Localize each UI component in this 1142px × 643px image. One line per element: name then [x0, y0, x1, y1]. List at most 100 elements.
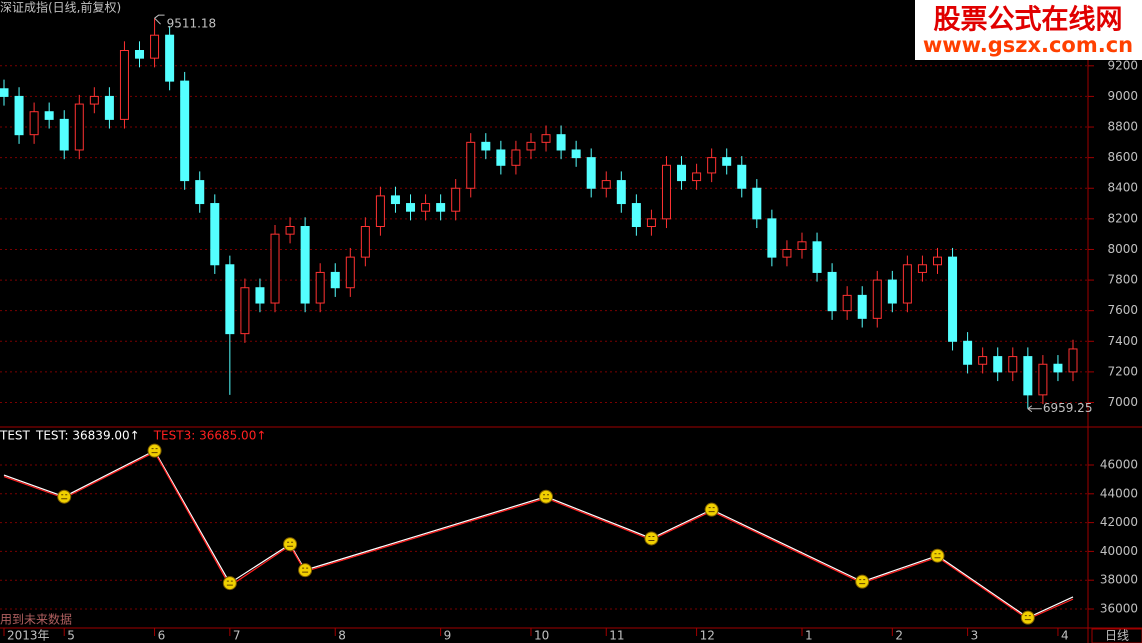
- candle-body: [978, 356, 988, 365]
- marker: [298, 563, 313, 578]
- candle-body: [496, 149, 506, 166]
- candle-body: [44, 111, 54, 120]
- x-tick-label: 2013年: [7, 629, 50, 643]
- candle-body: [571, 149, 581, 159]
- candle-body: [1023, 356, 1033, 396]
- marker-face: [859, 579, 866, 585]
- candle-body: [752, 187, 762, 220]
- y-tick-label: 38000: [1100, 573, 1138, 587]
- candle-body: [902, 264, 912, 304]
- candle-body: [993, 356, 1003, 373]
- marker: [539, 489, 554, 504]
- marker-face: [934, 553, 941, 559]
- x-tick-label: 9: [444, 629, 452, 643]
- candle-body: [315, 271, 325, 304]
- candle-body: [210, 203, 220, 266]
- candle-body: [451, 187, 461, 212]
- y-tick-label: 46000: [1100, 458, 1138, 472]
- marker: [930, 548, 945, 563]
- candle-body: [737, 164, 747, 189]
- candle-body: [767, 218, 777, 258]
- candle-body: [1053, 363, 1063, 373]
- period-label: 日线: [1105, 629, 1129, 643]
- period-box: [1091, 628, 1142, 643]
- y-tick-label: 36000: [1100, 601, 1138, 615]
- candle-body: [390, 195, 400, 205]
- candle-body: [782, 248, 792, 258]
- candle-body: [74, 103, 84, 151]
- y-tick-label: 9000: [1107, 89, 1138, 103]
- candle-body: [677, 164, 687, 182]
- candle-body: [661, 164, 671, 220]
- legend-readout: TEST3: 36685.00↑: [153, 429, 267, 443]
- marker: [1020, 610, 1035, 625]
- x-tick-label: 10: [534, 629, 549, 643]
- marker-face: [287, 541, 294, 547]
- candle-body: [180, 80, 190, 182]
- candle-body: [300, 226, 310, 304]
- candle-body: [14, 95, 24, 136]
- marker: [644, 531, 659, 546]
- candle-body: [872, 279, 882, 319]
- candle-body: [421, 203, 431, 212]
- candle-body: [526, 141, 536, 151]
- candle-body: [1038, 363, 1048, 396]
- min-pointer: [1027, 405, 1042, 413]
- candle-body: [511, 149, 521, 166]
- marker: [283, 537, 298, 552]
- candle-body: [586, 157, 596, 189]
- max-pointer: [154, 14, 165, 25]
- y-tick-label: 8400: [1107, 181, 1138, 195]
- x-tick-label: 1: [805, 629, 813, 643]
- y-tick-label: 44000: [1100, 486, 1138, 500]
- marker-face: [648, 535, 655, 541]
- marker: [222, 576, 237, 591]
- watermark-title: 股票公式在线网: [934, 5, 1123, 36]
- candle-body: [857, 294, 867, 319]
- y-tick-label: 8000: [1107, 242, 1138, 256]
- x-tick-label: 12: [700, 629, 715, 643]
- candle-body: [270, 233, 280, 304]
- candle-body: [797, 241, 807, 250]
- y-tick-label: 40000: [1100, 544, 1138, 558]
- marker: [704, 502, 719, 517]
- marker: [57, 489, 72, 504]
- candle-body: [917, 264, 927, 273]
- candle-body: [646, 218, 656, 228]
- candle-body: [948, 256, 958, 342]
- candle-body: [225, 264, 235, 335]
- candle-body: [195, 180, 205, 205]
- candle-body: [406, 203, 416, 212]
- indicator-name: TEST: [0, 429, 31, 443]
- candle-body: [722, 157, 732, 166]
- candle-body: [466, 141, 476, 189]
- marker-face: [302, 567, 309, 573]
- x-tick-label: 3: [971, 629, 979, 643]
- candle-body: [360, 226, 370, 258]
- x-tick-label: 8: [338, 629, 346, 643]
- candle-body: [932, 256, 942, 266]
- candle-body: [330, 271, 340, 289]
- candle-body: [165, 34, 175, 82]
- candle-body: [842, 294, 852, 312]
- candle-body: [345, 256, 355, 289]
- candle-body: [119, 50, 129, 120]
- y-tick-label: 7800: [1107, 273, 1138, 287]
- candle-body: [240, 287, 250, 335]
- candle-body: [707, 157, 717, 174]
- watermark-url: www.gszx.com.cn: [923, 33, 1133, 57]
- y-tick-label: 7400: [1107, 334, 1138, 348]
- min-label: 6959.25: [1043, 401, 1093, 415]
- y-tick-label: 9200: [1107, 58, 1138, 72]
- candle-body: [631, 203, 641, 228]
- x-tick-label: 4: [1061, 629, 1069, 643]
- marker: [855, 574, 870, 589]
- marker-face: [61, 494, 68, 500]
- candle-body: [285, 226, 295, 235]
- y-tick-label: 8600: [1107, 150, 1138, 164]
- candle-body: [541, 134, 551, 143]
- marker: [147, 443, 162, 458]
- candle-body: [827, 271, 837, 312]
